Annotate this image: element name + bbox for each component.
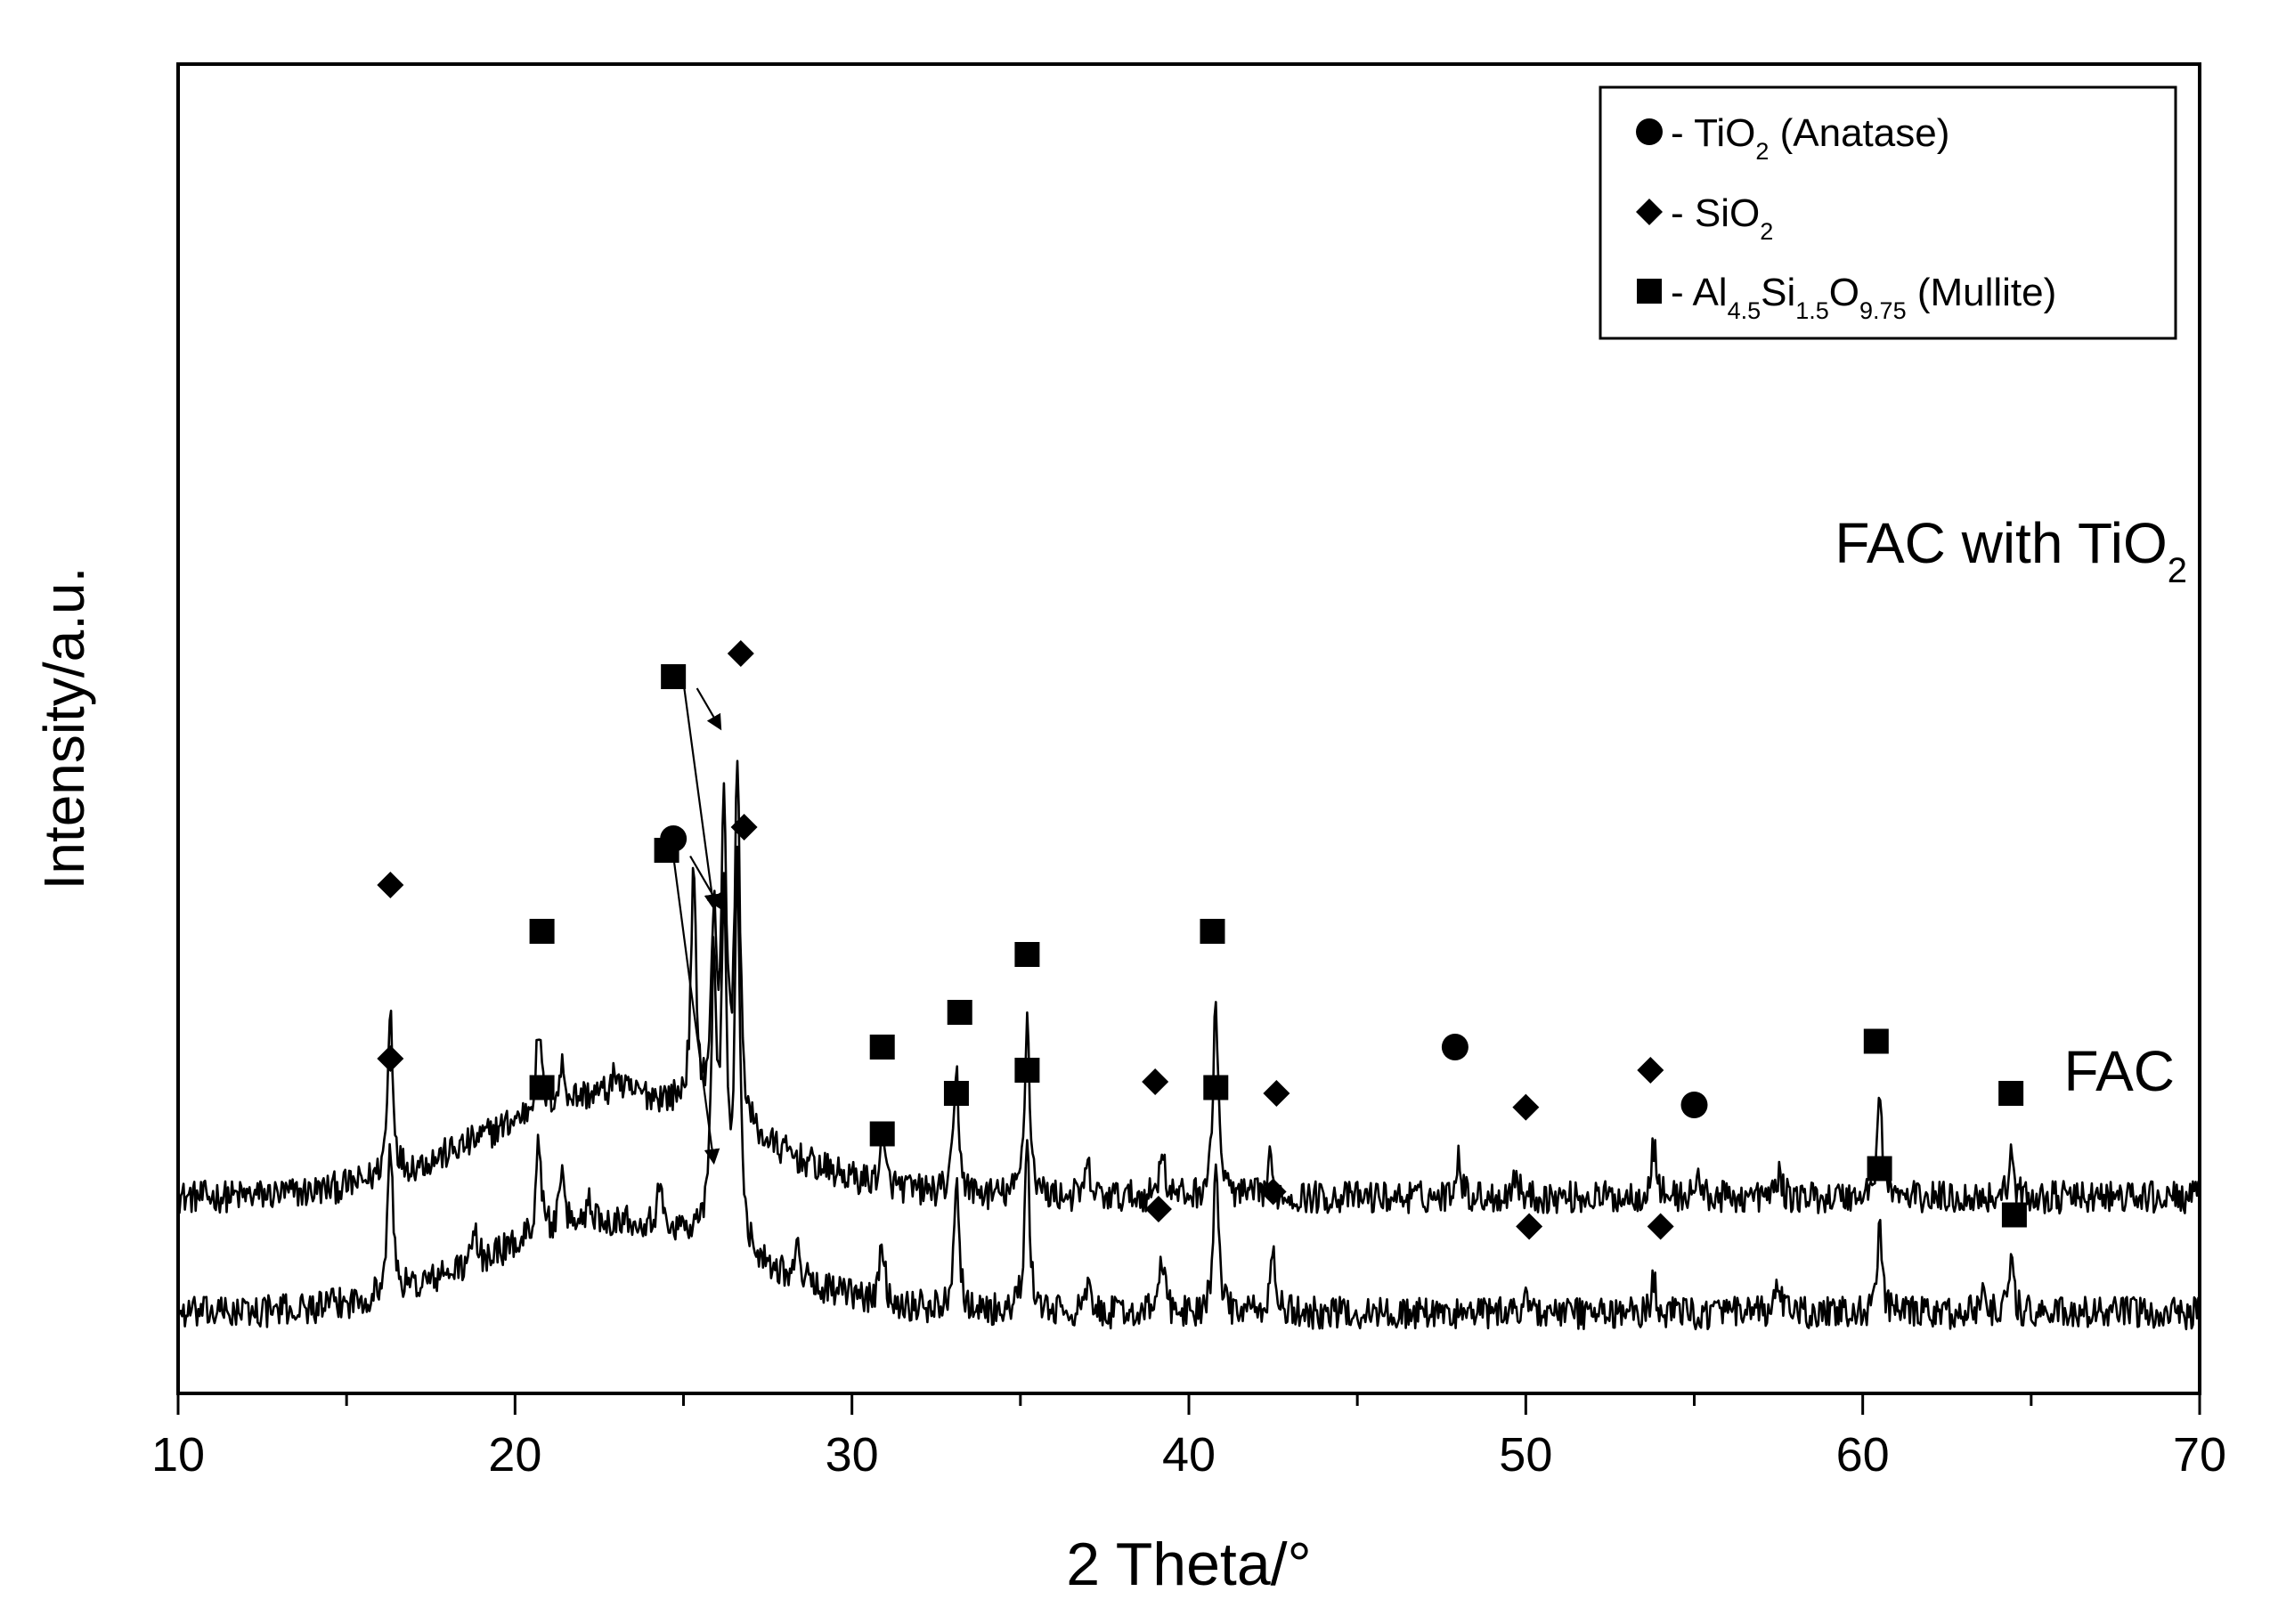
x-tick-label: 10 <box>151 1428 205 1482</box>
phase-marker-square <box>1863 1028 1889 1054</box>
x-axis: 10 20 30 40 50 60 70 <box>151 1393 2226 1482</box>
peak-arrow <box>689 855 722 910</box>
phase-marker-diamond <box>1637 1057 1664 1084</box>
phase-marker-square <box>654 838 679 863</box>
phase-marker-diamond <box>1259 1178 1287 1206</box>
legend-entry-label: - SiO2 <box>1671 191 1773 245</box>
phase-marker-square <box>1998 1081 2024 1106</box>
x-tick-label: 30 <box>826 1428 879 1482</box>
phase-marker-diamond <box>377 1045 404 1072</box>
phase-marker-diamond <box>377 872 404 898</box>
phase-marker-diamond <box>1647 1213 1674 1240</box>
phase-marker-square <box>1200 919 1225 944</box>
peak-arrow <box>682 682 720 911</box>
phase-marker-diamond <box>1263 1080 1290 1107</box>
series-label: FAC <box>2064 1039 2175 1103</box>
phase-marker-diamond <box>727 640 754 667</box>
peak-arrow <box>696 687 722 731</box>
phase-marker-square <box>1014 1058 1040 1083</box>
phase-marker-square <box>1203 1075 1229 1100</box>
series-labels: FAC with TiO2 FAC <box>1835 511 2187 1103</box>
legend-entry-label: - Al4.5Si1.5O9.75 (Mullite) <box>1671 271 2056 324</box>
series-line-fac <box>176 845 2201 1331</box>
phase-marker-square <box>869 1035 895 1060</box>
legend-circle-icon <box>1636 118 1663 145</box>
x-axis-label: 2 Theta/° <box>1066 1531 1311 1598</box>
phase-marker-square <box>947 1000 972 1025</box>
series-label: FAC with TiO2 <box>1835 511 2187 590</box>
x-tick-label: 20 <box>488 1428 541 1482</box>
phase-marker-diamond <box>730 814 758 840</box>
y-axis-label: Intensity/a.u. <box>32 567 96 890</box>
x-tick-label: 40 <box>1162 1428 1216 1482</box>
phase-marker-circle <box>1680 1092 1708 1118</box>
plot-area <box>176 640 2201 1331</box>
legend-diamond-icon <box>1636 199 1663 225</box>
phase-marker-square <box>869 1121 895 1147</box>
series-line-fac-with-tio2 <box>177 759 2201 1215</box>
legend-square-icon <box>1637 279 1662 304</box>
phase-marker-square <box>2001 1202 2027 1228</box>
phase-marker-square <box>1867 1156 1892 1181</box>
legend-box <box>1599 85 2177 340</box>
phase-marker-square <box>1014 942 1040 967</box>
legend: - TiO2 (Anatase) - SiO2 - Al4.5Si1.5O9.7… <box>1599 85 2177 340</box>
phase-marker-circle <box>1441 1034 1469 1060</box>
phase-marker-square <box>943 1081 969 1106</box>
phase-marker-diamond <box>1142 1068 1169 1095</box>
peak-arrow <box>672 856 720 1165</box>
phase-marker-diamond <box>1516 1213 1543 1240</box>
phase-marker-diamond <box>1512 1093 1540 1121</box>
phase-marker-square <box>661 664 687 689</box>
x-tick-label: 70 <box>2173 1428 2226 1482</box>
x-tick-label: 50 <box>1499 1428 1552 1482</box>
phase-marker-square <box>529 919 555 944</box>
phase-marker-diamond <box>1144 1196 1172 1222</box>
legend-entry-label: - TiO2 (Anatase) <box>1671 111 1949 165</box>
phase-marker-square <box>529 1075 555 1100</box>
x-tick-label: 60 <box>1836 1428 1890 1482</box>
